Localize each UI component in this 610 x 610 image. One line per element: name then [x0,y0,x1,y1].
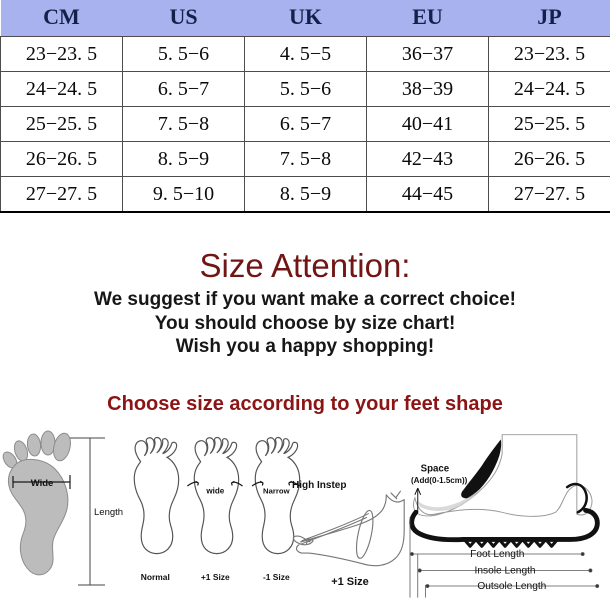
svg-text:+1 Size: +1 Size [201,572,230,582]
svg-text:Length: Length [94,507,123,518]
svg-text:Normal: Normal [141,572,170,582]
svg-text:Narrow: Narrow [263,486,290,495]
svg-text:(Add(0-1.5cm)): (Add(0-1.5cm)) [411,476,468,485]
svg-text:Outsole Length: Outsole Length [477,581,546,592]
svg-text:+1 Size: +1 Size [331,576,369,588]
svg-text:Space: Space [421,464,450,475]
svg-text:Insole Length: Insole Length [475,565,536,576]
svg-text:-1 Size: -1 Size [263,572,290,582]
svg-text:Wide: Wide [31,478,54,489]
svg-text:High Instep: High Instep [292,480,346,491]
svg-text:wide: wide [205,486,224,495]
svg-text:Foot Length: Foot Length [470,549,524,560]
